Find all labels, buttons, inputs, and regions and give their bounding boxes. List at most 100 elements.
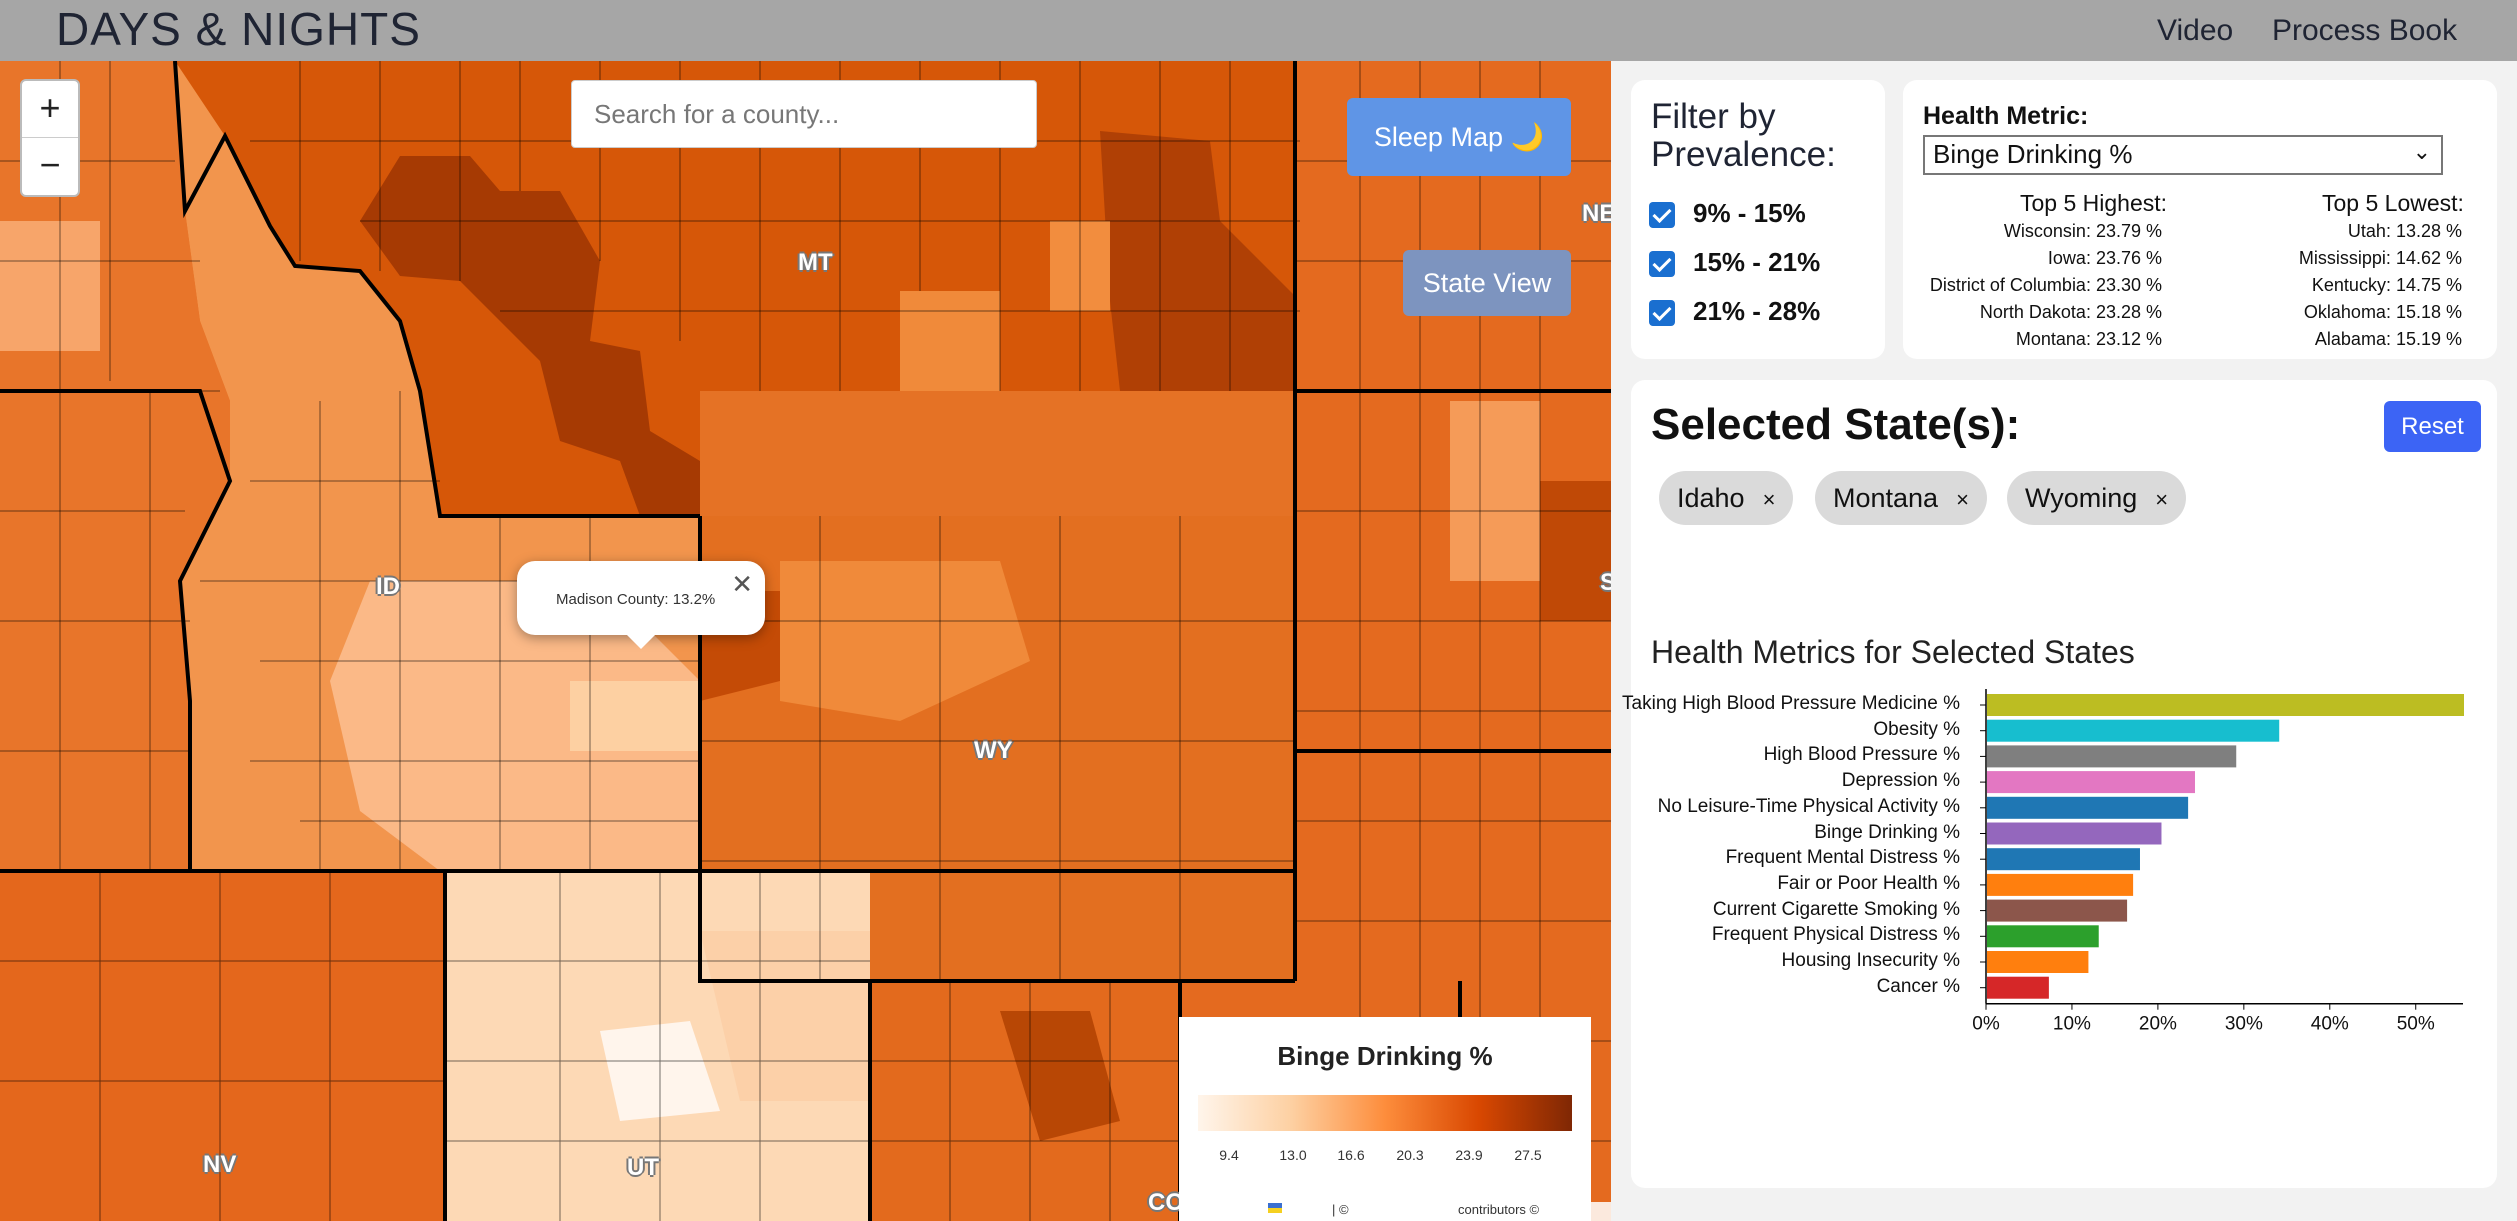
x-tick-label: 40% bbox=[2311, 1014, 2349, 1035]
brand-title: DAYS & NIGHTS bbox=[56, 3, 421, 55]
x-tick-label: 50% bbox=[2397, 1014, 2435, 1035]
chart-category-label: Current Cigarette Smoking % bbox=[1712, 898, 1960, 920]
filter-option-label: 15% - 21% bbox=[1693, 247, 1821, 277]
chart-bar[interactable] bbox=[1987, 719, 2280, 742]
state-label-id: ID bbox=[376, 573, 400, 600]
wyoming-mid bbox=[780, 561, 1030, 721]
top-highest-item: Iowa: 23.76 % bbox=[2047, 248, 2162, 268]
east-region bbox=[1180, 61, 1611, 1221]
health-metric-label: Health Metric: bbox=[1923, 102, 2089, 130]
remove-chip-icon[interactable]: × bbox=[1762, 487, 1776, 512]
chart-bar[interactable] bbox=[1987, 925, 2099, 948]
checkbox-checked-icon[interactable] bbox=[1649, 300, 1675, 327]
county-popup: Madison County: 13.2% ✕ bbox=[517, 561, 765, 649]
state-label-ne: NE bbox=[1582, 200, 1611, 227]
state-label-co: CO bbox=[1148, 1189, 1184, 1216]
remove-chip-icon[interactable]: × bbox=[2155, 487, 2169, 512]
filter-option-label: 21% - 28% bbox=[1693, 296, 1821, 326]
idaho-light bbox=[330, 581, 700, 871]
sleep-map-button[interactable]: Sleep Map 🌙 bbox=[1347, 98, 1571, 176]
attribution-link[interactable]: contributors © bbox=[1458, 1202, 1540, 1217]
health-metric-select[interactable]: Binge Drinking % ⌄ bbox=[1923, 135, 2443, 175]
east-light bbox=[1450, 401, 1540, 581]
state-label-wy: WY bbox=[974, 737, 1013, 764]
popup-close-icon[interactable]: ✕ bbox=[731, 569, 753, 599]
chart-title: Health Metrics for Selected States bbox=[1651, 634, 2135, 670]
state-label-ut: UT bbox=[627, 1154, 659, 1181]
x-tick-label: 10% bbox=[2053, 1014, 2091, 1035]
chart-category-label: Obesity % bbox=[1873, 718, 1960, 740]
legend-tick: 9.4 bbox=[1219, 1147, 1239, 1163]
top-lowest-item: Utah: 13.28 % bbox=[2347, 221, 2462, 241]
top-lowest-item: Oklahoma: 15.18 % bbox=[2303, 302, 2462, 322]
chart-bar[interactable] bbox=[1987, 771, 2195, 794]
chart-category-label: Fair or Poor Health % bbox=[1777, 872, 1960, 894]
zoom-out-button[interactable]: − bbox=[39, 144, 61, 185]
chart-bar[interactable] bbox=[1987, 899, 2128, 922]
filter-option-15-21[interactable]: 15% - 21% bbox=[1649, 247, 1820, 278]
top-lowest-item: Alabama: 15.19 % bbox=[2314, 329, 2462, 349]
selected-states-title: Selected State(s): bbox=[1651, 400, 2021, 449]
legend-tick: 27.5 bbox=[1514, 1147, 1542, 1163]
legend-tick: 23.9 bbox=[1455, 1147, 1483, 1163]
state-chip-wyoming: Wyoming × bbox=[2007, 471, 2187, 525]
x-tick-label: 30% bbox=[2225, 1014, 2263, 1035]
chip-label: Idaho bbox=[1677, 483, 1745, 513]
filter-option-21-28[interactable]: 21% - 28% bbox=[1649, 296, 1820, 327]
map-legend: Binge Drinking % 9.4 13.0 16.6 20.3 23.9… bbox=[1179, 1017, 1591, 1221]
state-label-s: S bbox=[1600, 569, 1611, 596]
chart-category-label: Taking High Blood Pressure Medicine % bbox=[1622, 693, 1960, 714]
chart-bar[interactable] bbox=[1987, 951, 2089, 973]
idaho-lightest bbox=[570, 681, 700, 751]
legend-color-ramp bbox=[1198, 1095, 1572, 1131]
nav-process-book-link[interactable]: Process Book bbox=[2272, 14, 2458, 47]
selected-states-panel: Selected State(s): Reset Idaho × Montana ×… bbox=[1622, 380, 2497, 1188]
attribution-separator: | © bbox=[1332, 1202, 1349, 1217]
popup-tip bbox=[625, 633, 657, 649]
chart-category-label: Depression % bbox=[1841, 770, 1960, 792]
popup-text: Madison County: 13.2% bbox=[556, 591, 716, 608]
chart-bar[interactable] bbox=[1987, 822, 2162, 845]
chart-bar[interactable] bbox=[1987, 796, 2189, 819]
legend-tick: 13.0 bbox=[1279, 1147, 1307, 1163]
chip-label: Montana bbox=[1833, 483, 1939, 513]
reset-button[interactable]: Reset bbox=[2384, 401, 2481, 452]
chart-bar[interactable] bbox=[1987, 694, 2464, 716]
checkbox-checked-icon[interactable] bbox=[1649, 251, 1675, 278]
health-metric-panel: Health Metric: Binge Drinking % ⌄ Top 5 … bbox=[1903, 80, 2497, 359]
chart-category-label: Binge Drinking % bbox=[1814, 821, 1960, 843]
county-map[interactable]: + − Sleep Map 🌙 State View MT ID WY NV U… bbox=[0, 61, 1611, 1221]
state-label-nv: NV bbox=[203, 1151, 237, 1178]
chart-category-label: No Leisure-Time Physical Activity % bbox=[1657, 795, 1960, 817]
legend-tick: 20.3 bbox=[1396, 1147, 1424, 1163]
chart-bar[interactable] bbox=[1987, 848, 2140, 871]
filter-panel: Filter by Prevalence: 9% - 15% 15% - 21%… bbox=[1631, 80, 1885, 359]
filter-title: Filter by Prevalence: bbox=[1651, 97, 1836, 174]
map-canvas bbox=[0, 61, 1611, 1221]
checkbox-checked-icon[interactable] bbox=[1649, 202, 1675, 229]
chart-bar[interactable] bbox=[1987, 745, 2237, 768]
top-lowest-item: Mississippi: 14.62 % bbox=[2298, 248, 2462, 268]
top-highest-item: Montana: 23.12 % bbox=[2015, 329, 2162, 349]
montana-dark-east bbox=[1100, 131, 1300, 391]
x-tick-label: 20% bbox=[2139, 1014, 2177, 1035]
state-label-mt: MT bbox=[798, 249, 833, 276]
state-view-button[interactable]: State View bbox=[1403, 250, 1571, 316]
filter-option-9-15[interactable]: 9% - 15% bbox=[1649, 198, 1806, 229]
health-metrics-bar-chart: 0% 10% 20% 30% 40% 50% bbox=[1972, 689, 2464, 1035]
nav-video-link[interactable]: Video bbox=[2157, 14, 2234, 47]
remove-chip-icon[interactable]: × bbox=[1956, 487, 1969, 512]
top-lowest-title: Top 5 Lowest: bbox=[2322, 190, 2464, 216]
county-search-input[interactable] bbox=[571, 80, 1037, 148]
legend-tick: 16.6 bbox=[1337, 1147, 1365, 1163]
chart-bar[interactable] bbox=[1987, 976, 2049, 999]
nevada-region bbox=[0, 871, 445, 1221]
east-dark bbox=[1540, 481, 1611, 621]
zoom-control: + − bbox=[20, 79, 80, 197]
chip-label: Wyoming bbox=[2025, 483, 2138, 513]
chart-bar[interactable] bbox=[1987, 873, 2134, 896]
chevron-down-icon: ⌄ bbox=[2412, 139, 2431, 164]
montana-dark-counties bbox=[360, 156, 700, 516]
zoom-in-button[interactable]: + bbox=[22, 81, 78, 138]
chart-category-label: Cancer % bbox=[1876, 975, 1960, 997]
